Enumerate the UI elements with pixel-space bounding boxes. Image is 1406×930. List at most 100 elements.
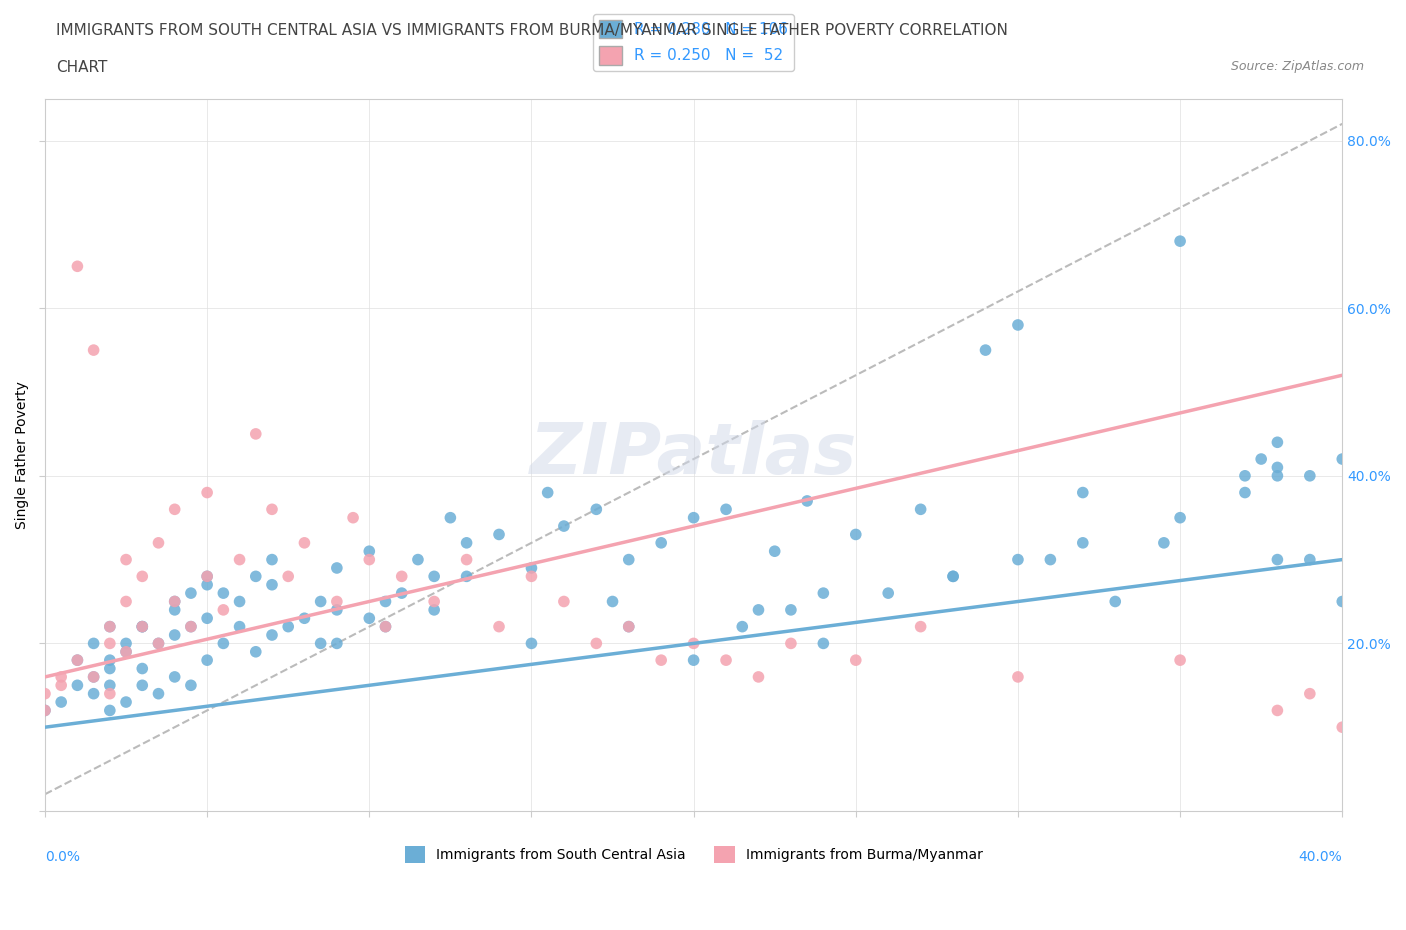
Point <box>1331 452 1354 467</box>
Point <box>212 603 235 618</box>
Point <box>1299 469 1322 484</box>
Point <box>260 628 283 643</box>
Point <box>98 653 121 668</box>
Point <box>1267 469 1289 484</box>
Text: ZIPatlas: ZIPatlas <box>530 420 858 489</box>
Point <box>585 502 607 517</box>
Point <box>1168 653 1191 668</box>
Point <box>228 594 250 609</box>
Point <box>1331 594 1354 609</box>
Point <box>537 485 560 500</box>
Point <box>1233 485 1256 500</box>
Point <box>148 636 170 651</box>
Point <box>195 485 218 500</box>
Point <box>309 594 332 609</box>
Point <box>83 670 105 684</box>
Point <box>456 569 478 584</box>
Point <box>1168 233 1191 248</box>
Point <box>245 644 267 659</box>
Point <box>731 619 754 634</box>
Point <box>245 427 267 442</box>
Point <box>942 569 965 584</box>
Point <box>780 603 803 618</box>
Point <box>131 678 153 693</box>
Point <box>66 678 89 693</box>
Point <box>1331 720 1354 735</box>
Point <box>83 636 105 651</box>
Point <box>309 636 332 651</box>
Point <box>747 603 769 618</box>
Point <box>212 636 235 651</box>
Point <box>148 636 170 651</box>
Point <box>66 259 89 273</box>
Point <box>682 653 704 668</box>
Point <box>391 586 413 601</box>
Point <box>423 603 446 618</box>
Point <box>163 603 186 618</box>
Point <box>98 686 121 701</box>
Point <box>228 619 250 634</box>
Point <box>66 653 89 668</box>
Point <box>520 561 543 576</box>
Point <box>796 494 818 509</box>
Point <box>277 569 299 584</box>
Point <box>520 569 543 584</box>
Point <box>180 586 202 601</box>
Point <box>747 670 769 684</box>
Point <box>1168 511 1191 525</box>
Point <box>115 594 138 609</box>
Point <box>374 619 396 634</box>
Point <box>115 552 138 567</box>
Point <box>34 703 56 718</box>
Point <box>228 552 250 567</box>
Point <box>342 511 364 525</box>
Point <box>1267 435 1289 450</box>
Point <box>131 619 153 634</box>
Text: 0.0%: 0.0% <box>45 850 80 864</box>
Y-axis label: Single Father Poverty: Single Father Poverty <box>15 381 30 529</box>
Point <box>942 569 965 584</box>
Point <box>163 594 186 609</box>
Point <box>359 611 381 626</box>
Point <box>682 511 704 525</box>
Point <box>98 619 121 634</box>
Point <box>163 502 186 517</box>
Point <box>1299 552 1322 567</box>
Point <box>602 594 624 609</box>
Point <box>650 653 672 668</box>
Point <box>98 619 121 634</box>
Point <box>359 544 381 559</box>
Point <box>585 636 607 651</box>
Point <box>1071 485 1094 500</box>
Point <box>51 678 73 693</box>
Point <box>456 552 478 567</box>
Point <box>456 536 478 551</box>
Point <box>423 569 446 584</box>
Point <box>1267 460 1289 475</box>
Point <box>195 578 218 592</box>
Text: CHART: CHART <box>56 60 108 75</box>
Point <box>553 594 575 609</box>
Point <box>553 519 575 534</box>
Point <box>650 536 672 551</box>
Point <box>260 502 283 517</box>
Point <box>260 552 283 567</box>
Point <box>423 594 446 609</box>
Point <box>813 636 835 651</box>
Point <box>763 544 786 559</box>
Point <box>180 678 202 693</box>
Point <box>439 511 461 525</box>
Point <box>1267 703 1289 718</box>
Point <box>195 569 218 584</box>
Point <box>98 678 121 693</box>
Point <box>131 619 153 634</box>
Point <box>780 636 803 651</box>
Point <box>131 661 153 676</box>
Point <box>488 527 510 542</box>
Point <box>910 502 932 517</box>
Point <box>34 686 56 701</box>
Point <box>115 644 138 659</box>
Point <box>51 695 73 710</box>
Point <box>180 619 202 634</box>
Point <box>34 703 56 718</box>
